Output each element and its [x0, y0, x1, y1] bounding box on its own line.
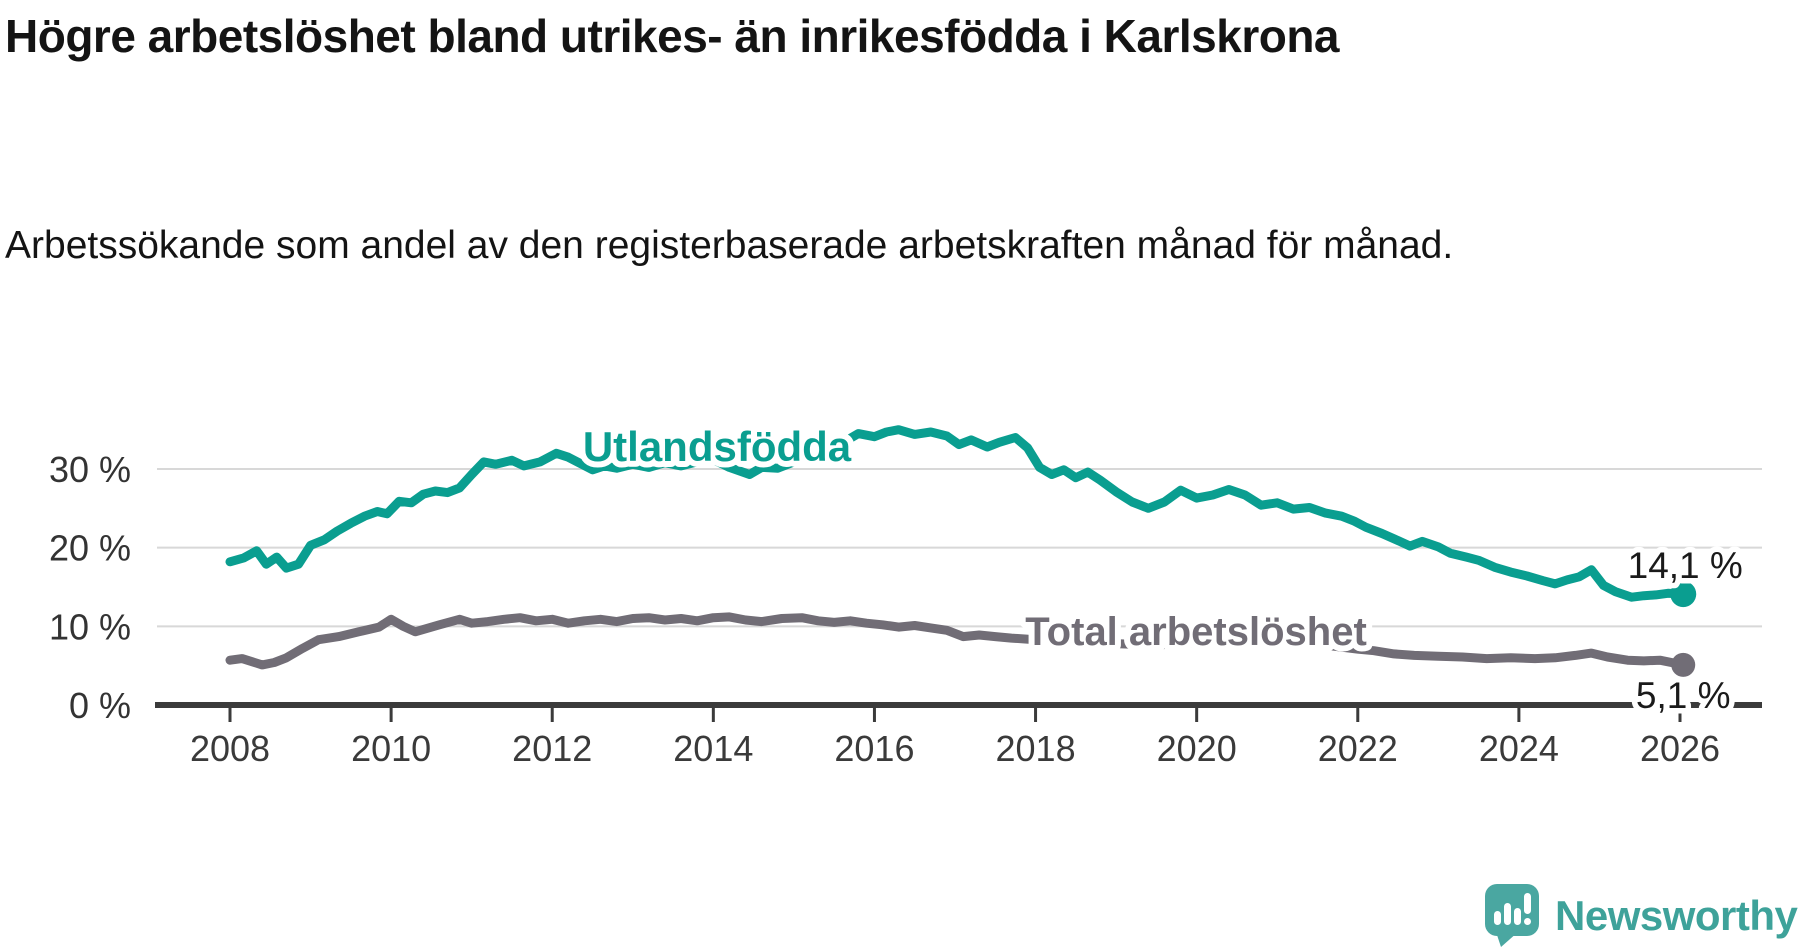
- chart-title: Högre arbetslöshet bland utrikes- än inr…: [5, 10, 1340, 62]
- newsworthy-logo-text: Newsworthy: [1555, 891, 1798, 939]
- x-tick-label-2020: 2020: [1157, 728, 1237, 769]
- series-line-0: [225, 425, 1688, 602]
- end-dot-1: [1671, 652, 1696, 677]
- end-value-label-1: 5,1 %: [1636, 675, 1731, 716]
- x-tick-label-2016: 2016: [834, 728, 914, 769]
- y-tick-label-0: 0 %: [69, 685, 131, 726]
- series-end-value-labels: 14,1 % 5,1 %: [1622, 540, 1748, 722]
- gridlines: [157, 467, 1762, 628]
- x-tick-label-2024: 2024: [1479, 728, 1559, 769]
- newsworthy-logo: Newsworthy: [1484, 884, 1798, 947]
- series-inline-labels: Utlandsfödda Total arbetslöshet: [577, 417, 1373, 660]
- x-tick-label-2010: 2010: [351, 728, 431, 769]
- series-line-1: [225, 612, 1688, 670]
- x-tick-label-2012: 2012: [512, 728, 592, 769]
- x-tick-label-2022: 2022: [1318, 728, 1398, 769]
- end-dot-0: [1670, 581, 1697, 608]
- series-label-0: Utlandsfödda: [583, 423, 852, 470]
- x-tick-label-2026: 2026: [1640, 728, 1720, 769]
- bar-chart-icon: [1494, 893, 1531, 925]
- series-label-1: Total arbetslöshet: [1025, 610, 1367, 654]
- axis-tick-labels: 0 % 10 % 20 % 30 % 2008 2010 2012 2014 2016 2018 2…: [49, 449, 1720, 769]
- series-lines: [225, 425, 1688, 670]
- y-tick-label-20: 20 %: [49, 528, 131, 569]
- end-value-label-0: 14,1 %: [1628, 545, 1743, 586]
- chart-subtitle: Arbetssökande som andel av den registerb…: [5, 224, 1454, 267]
- y-tick-label-10: 10 %: [49, 606, 131, 647]
- x-tick-label-2018: 2018: [996, 728, 1076, 769]
- x-tick-label-2008: 2008: [190, 728, 270, 769]
- series-end-dots: [1670, 581, 1697, 677]
- newsworthy-logo-icon: [1485, 884, 1539, 947]
- y-tick-label-30: 30 %: [49, 449, 131, 490]
- x-axis: [155, 702, 1762, 722]
- x-tick-label-2014: 2014: [673, 728, 753, 769]
